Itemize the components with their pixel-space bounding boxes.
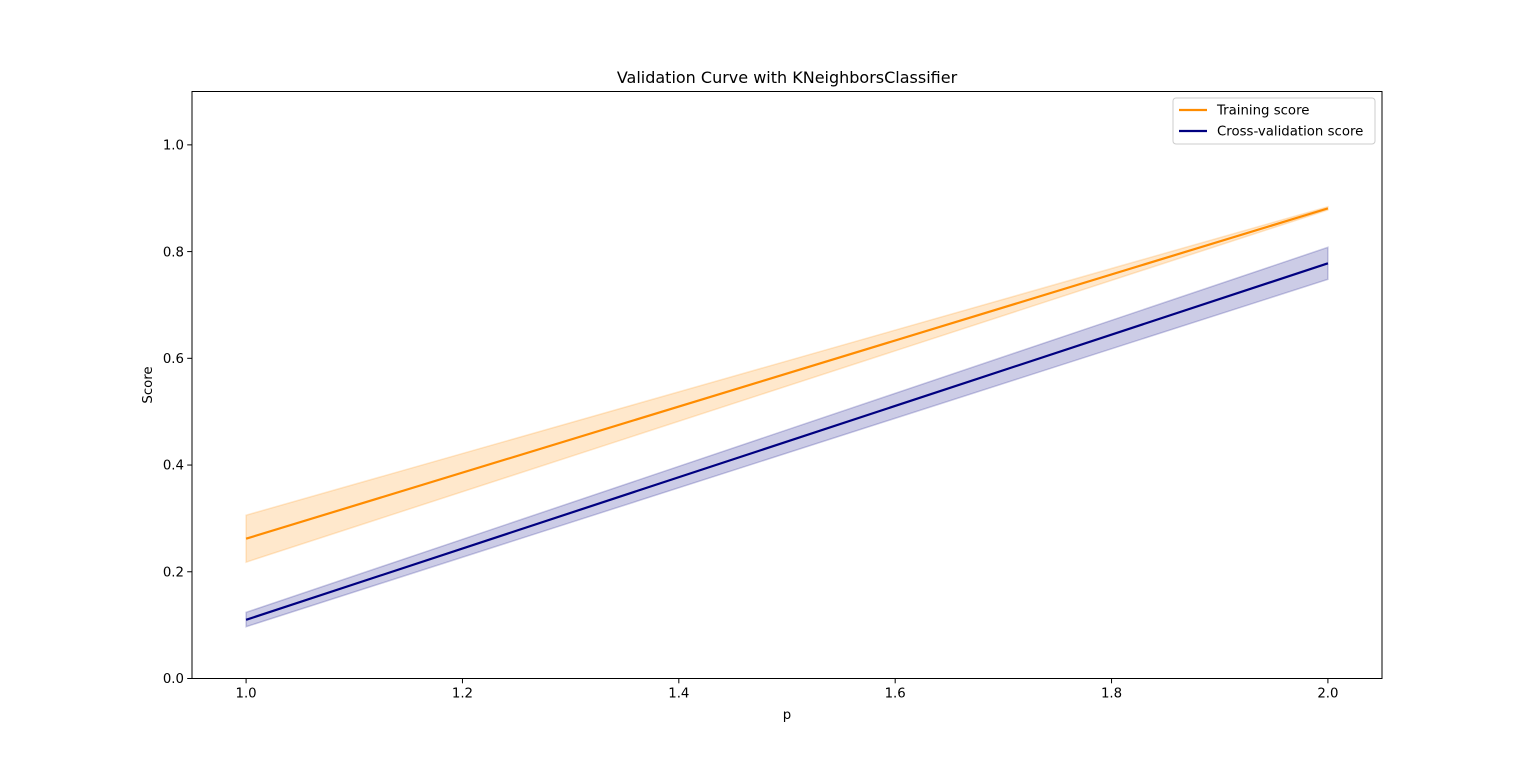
x-axis-label: p: [783, 708, 791, 723]
x-tick-label: 1.0: [236, 687, 257, 702]
x-tick-label: 1.6: [885, 687, 906, 702]
x-tick-label: 1.2: [452, 687, 473, 702]
y-tick-label: 0.2: [163, 565, 184, 580]
legend-box: [1172, 97, 1376, 145]
y-axis-ticks: 0.0 0.2 0.4 0.6 0.8 1.0: [163, 139, 192, 687]
band-series-1: [245, 246, 1329, 628]
y-tick-label: 0.0: [163, 672, 184, 687]
y-axis-label: Score: [141, 366, 156, 403]
x-tick-label: 1.4: [668, 687, 689, 702]
y-tick-label: 1.0: [163, 139, 184, 154]
legend-label-1: Cross-validation score: [1217, 125, 1363, 140]
plot-frame: [191, 91, 1383, 679]
legend: Training score Cross-validation score: [1172, 97, 1376, 145]
line-series-1: [245, 262, 1329, 621]
confidence-bands: [245, 205, 1329, 628]
score-lines: [245, 207, 1329, 621]
y-tick-label: 0.4: [163, 459, 184, 474]
chart-title: Validation Curve with KNeighborsClassifi…: [617, 68, 958, 87]
x-tick-label: 1.8: [1101, 687, 1122, 702]
x-tick-label: 2.0: [1317, 687, 1338, 702]
y-tick-label: 0.6: [163, 352, 184, 367]
legend-label-0: Training score: [1216, 104, 1309, 119]
y-tick-label: 0.8: [163, 245, 184, 260]
line-series-0: [245, 207, 1329, 540]
band-series-0: [245, 205, 1329, 564]
x-axis-ticks: 1.0 1.2 1.4 1.6 1.8 2.0: [236, 678, 1338, 702]
